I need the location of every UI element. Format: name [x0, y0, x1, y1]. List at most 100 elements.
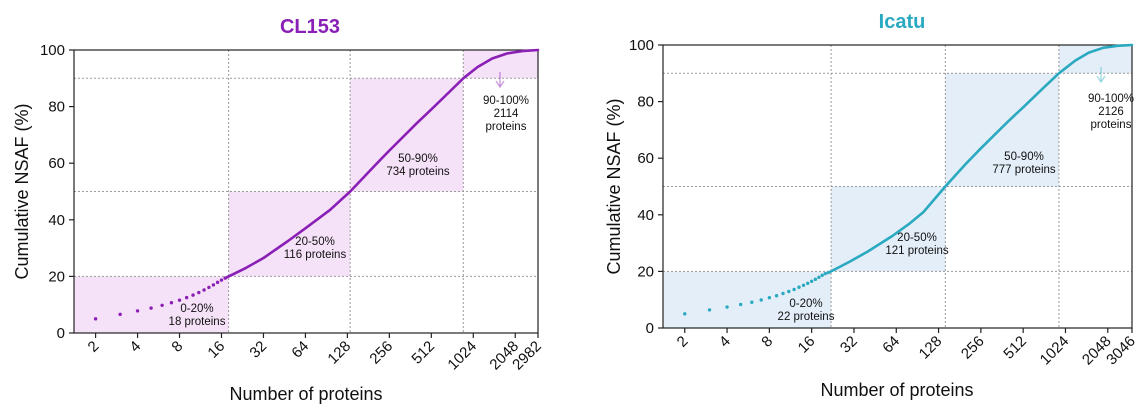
- region-annotation-line: 116 proteins: [284, 249, 347, 261]
- region-annotation-line: 22 proteins: [778, 311, 835, 323]
- data-point: [813, 277, 818, 282]
- y-tick-label: 40: [48, 212, 65, 229]
- region-annotation: 90-100% 2114 proteins: [483, 95, 529, 133]
- region-annotation: 50-90% 777 proteins: [992, 151, 1056, 176]
- y-tick-label: 100: [40, 42, 65, 59]
- data-point: [767, 296, 772, 300]
- data-point: [135, 309, 140, 313]
- data-point: [177, 298, 182, 302]
- data-point: [93, 317, 98, 321]
- region-annotation: 90-100% 2126 proteins: [1088, 93, 1134, 131]
- data-point: [787, 289, 791, 294]
- data-point: [160, 303, 164, 307]
- data-point: [774, 294, 779, 298]
- x-tick-label: 32: [837, 333, 861, 357]
- region-annotation-line: proteins: [1091, 119, 1132, 131]
- data-point: [817, 275, 821, 280]
- y-tick-label: 60: [637, 150, 654, 167]
- data-point: [184, 295, 189, 300]
- region-annotation: 0-20% 18 proteins: [169, 303, 226, 328]
- shaded-region-1: [74, 276, 229, 333]
- y-tick-label: 40: [637, 207, 654, 224]
- region-annotation-line: 0-20%: [180, 303, 213, 315]
- data-point: [781, 291, 785, 296]
- data-point: [797, 285, 801, 289]
- region-annotation-line: 20-50%: [295, 236, 335, 248]
- x-tick-label: 32: [246, 338, 270, 362]
- region-annotation-line: 734 proteins: [386, 166, 450, 178]
- data-point: [191, 293, 195, 297]
- data-point: [197, 290, 201, 295]
- y-axis-label: Cumulative NSAF (%): [604, 98, 624, 274]
- y-tick-label: 20: [48, 268, 65, 285]
- data-point: [823, 271, 827, 276]
- x-tick-label: 64: [879, 333, 903, 357]
- region-annotation: 20-50% 116 proteins: [284, 236, 347, 261]
- x-tick-label: 16: [795, 333, 819, 357]
- data-point: [725, 305, 729, 309]
- y-tick-label: 100: [629, 37, 654, 54]
- chart-title: Icatu: [879, 11, 926, 33]
- x-tick-label: 256: [366, 338, 396, 368]
- data-point: [759, 298, 763, 302]
- region-annotation-line: 18 proteins: [169, 316, 226, 328]
- x-tick-label: 4: [126, 338, 144, 356]
- x-tick-label: 256: [958, 333, 988, 363]
- x-tick-label: 8: [168, 338, 186, 356]
- x-tick-label: 2: [674, 333, 692, 351]
- x-tick-label: 512: [408, 338, 438, 368]
- y-tick-label: 80: [48, 99, 65, 116]
- region-annotation-line: 0-20%: [789, 298, 822, 310]
- region-annotation-line: 2126: [1098, 106, 1124, 118]
- x-tick-label: 64: [288, 338, 312, 362]
- data-point: [169, 301, 174, 305]
- region-annotation: 0-20% 22 proteins: [778, 298, 835, 323]
- x-tick-label: 8: [758, 333, 776, 351]
- region-annotation-line: 20-50%: [897, 232, 937, 244]
- shaded-region-2: [831, 186, 946, 272]
- x-tick-label: 2: [85, 338, 103, 356]
- x-tick-label: 128: [916, 333, 946, 363]
- pointer-arrow-head: [495, 80, 505, 89]
- region-annotation-line: 2114: [494, 108, 519, 120]
- data-point: [820, 273, 824, 278]
- x-tick-label: 1024: [1037, 333, 1073, 369]
- region-annotation-line: 90-100%: [1088, 93, 1134, 105]
- y-tick-label: 0: [646, 320, 654, 337]
- y-tick-label: 80: [637, 94, 654, 111]
- y-tick-label: 60: [48, 155, 65, 172]
- data-point: [801, 283, 806, 287]
- region-annotation-line: 50-90%: [1004, 151, 1044, 163]
- plot-frame: [662, 44, 1133, 329]
- region-annotation: 50-90% 734 proteins: [386, 153, 450, 178]
- x-tick-label: 512: [1000, 333, 1030, 363]
- chart-title: CL153: [280, 16, 340, 38]
- y-axis-label: Cumulative NSAF (%): [12, 103, 32, 279]
- data-point: [215, 280, 220, 285]
- region-annotation-line: 777 proteins: [992, 164, 1056, 176]
- region-annotation-line: 90-100%: [483, 95, 529, 107]
- data-point: [707, 308, 712, 312]
- y-tick-label: 20: [637, 263, 654, 280]
- pointer-arrow-head: [1096, 75, 1106, 84]
- cumulative-line: [827, 43, 1134, 274]
- x-axis-label: Number of proteins: [229, 384, 382, 404]
- y-tick-label: 0: [57, 325, 65, 342]
- data-point: [149, 306, 153, 310]
- cumulative-line: [223, 48, 540, 280]
- data-point: [738, 302, 743, 307]
- data-point: [809, 279, 814, 284]
- data-point: [211, 283, 216, 287]
- x-tick-label: 1024: [444, 338, 480, 374]
- x-tick-label: 4: [716, 333, 734, 351]
- region-annotation-line: 50-90%: [398, 153, 438, 165]
- data-point: [683, 312, 687, 316]
- region-annotation: 20-50% 121 proteins: [885, 232, 949, 257]
- data-point: [118, 312, 122, 317]
- x-tick-label: 16: [204, 338, 228, 362]
- data-point: [806, 281, 810, 285]
- region-annotation-line: proteins: [486, 121, 527, 133]
